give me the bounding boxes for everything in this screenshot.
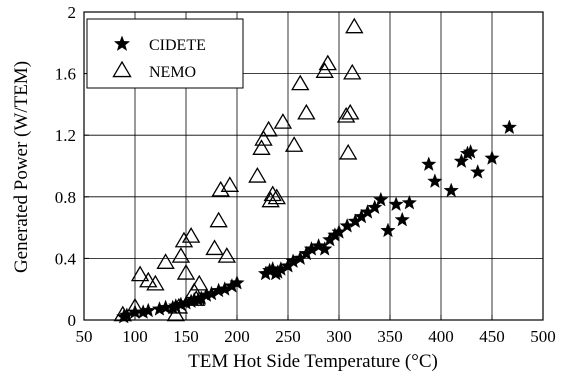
x-tick-label: 350 — [377, 327, 403, 346]
data-point-cidete — [317, 241, 333, 256]
data-point-nemo — [336, 106, 356, 123]
data-point-cidete — [443, 182, 459, 198]
data-point-nemo — [209, 211, 228, 228]
data-point-cidete — [394, 211, 410, 227]
data-point-cidete — [470, 164, 486, 179]
data-point-nemo — [220, 176, 240, 192]
data-point-nemo — [184, 282, 204, 299]
data-point-nemo — [169, 297, 189, 314]
data-point-nemo — [259, 120, 278, 137]
data-point-nemo — [125, 297, 145, 314]
y-tick-label: 0.8 — [55, 188, 76, 207]
legend-triangle-icon — [112, 60, 132, 78]
data-point-nemo — [341, 103, 360, 120]
data-point-cidete — [229, 274, 245, 290]
data-point-nemo — [345, 17, 364, 34]
data-point-nemo — [211, 180, 230, 197]
data-point-nemo — [217, 247, 237, 263]
data-point-nemo — [315, 62, 334, 78]
legend-label-cidete: CIDETE — [149, 37, 206, 54]
x-tick-label: 500 — [530, 327, 556, 346]
x-axis-label: TEM Hot Side Temperature (°C) — [188, 351, 438, 372]
data-point-cidete — [427, 173, 443, 188]
legend-marker-nemo — [112, 60, 132, 78]
data-point-cidete — [501, 119, 518, 135]
legend-box — [86, 18, 244, 89]
data-point-nemo — [318, 54, 337, 71]
y-tick-label: 2 — [68, 3, 77, 22]
data-point-nemo — [248, 166, 267, 183]
data-point-cidete — [380, 222, 396, 238]
legend-star-icon — [113, 35, 131, 51]
data-point-nemo — [338, 143, 358, 160]
data-point-nemo — [171, 247, 191, 263]
data-point-nemo — [261, 191, 280, 208]
data-point-nemo — [291, 74, 310, 91]
x-tick-label: 100 — [122, 327, 148, 346]
y-tick-label: 1.6 — [55, 65, 76, 84]
y-tick-labels: 0 0.4 0.8 1.2 1.6 2 — [55, 3, 77, 330]
x-tick-label: 300 — [326, 327, 352, 346]
data-point-cidete — [388, 196, 404, 212]
y-tick-label: 1.2 — [55, 126, 76, 145]
legend-label-nemo: NEMO — [149, 64, 196, 81]
data-point-nemo — [254, 130, 273, 146]
data-point-cidete — [140, 302, 156, 318]
x-tick-label: 250 — [275, 327, 301, 346]
x-tick-labels: 50 100 150 200 250 300 350 400 450 500 — [76, 327, 556, 346]
data-point-nemo — [273, 113, 293, 129]
legend: CIDETE NEMO — [86, 18, 244, 89]
data-point-cidete — [421, 156, 437, 171]
y-tick-label: 0 — [68, 311, 77, 330]
data-point-nemo — [146, 274, 165, 291]
data-point-cidete — [373, 191, 389, 207]
data-point-nemo — [139, 271, 158, 288]
y-tick-label: 0.4 — [55, 249, 77, 268]
legend-marker-cidete — [113, 35, 131, 51]
data-point-cidete — [367, 199, 383, 215]
data-point-nemo — [156, 253, 175, 269]
data-point-nemo — [252, 139, 271, 155]
data-point-nemo — [186, 290, 206, 306]
plot-border — [83, 11, 544, 321]
data-point-nemo — [267, 188, 286, 205]
data-point-nemo — [297, 103, 316, 120]
data-point-nemo — [130, 265, 150, 282]
data-point-cidete — [484, 150, 500, 165]
data-point-cidete — [401, 194, 418, 210]
data-point-nemo — [343, 63, 362, 80]
data-point-nemo — [190, 274, 209, 291]
data-point-cidete — [462, 144, 479, 159]
data-point-nemo — [166, 305, 186, 322]
axes-frame — [83, 11, 544, 321]
x-tick-label: 450 — [479, 327, 505, 346]
y-axis-label: Generated Power (W/TEM) — [11, 61, 32, 273]
data-point-nemo — [113, 305, 132, 322]
x-tick-label: 400 — [428, 327, 454, 346]
data-point-nemo — [174, 231, 194, 248]
data-point-nemo — [263, 185, 282, 202]
x-tick-label: 50 — [76, 327, 93, 346]
x-tick-label: 150 — [173, 327, 199, 346]
data-point-cidete — [453, 153, 470, 168]
data-point-nemo — [284, 136, 304, 152]
x-tick-label: 200 — [224, 327, 250, 346]
data-points — [113, 17, 518, 324]
data-point-nemo — [205, 239, 224, 256]
data-point-nemo — [181, 227, 201, 243]
data-point-nemo — [176, 264, 196, 280]
